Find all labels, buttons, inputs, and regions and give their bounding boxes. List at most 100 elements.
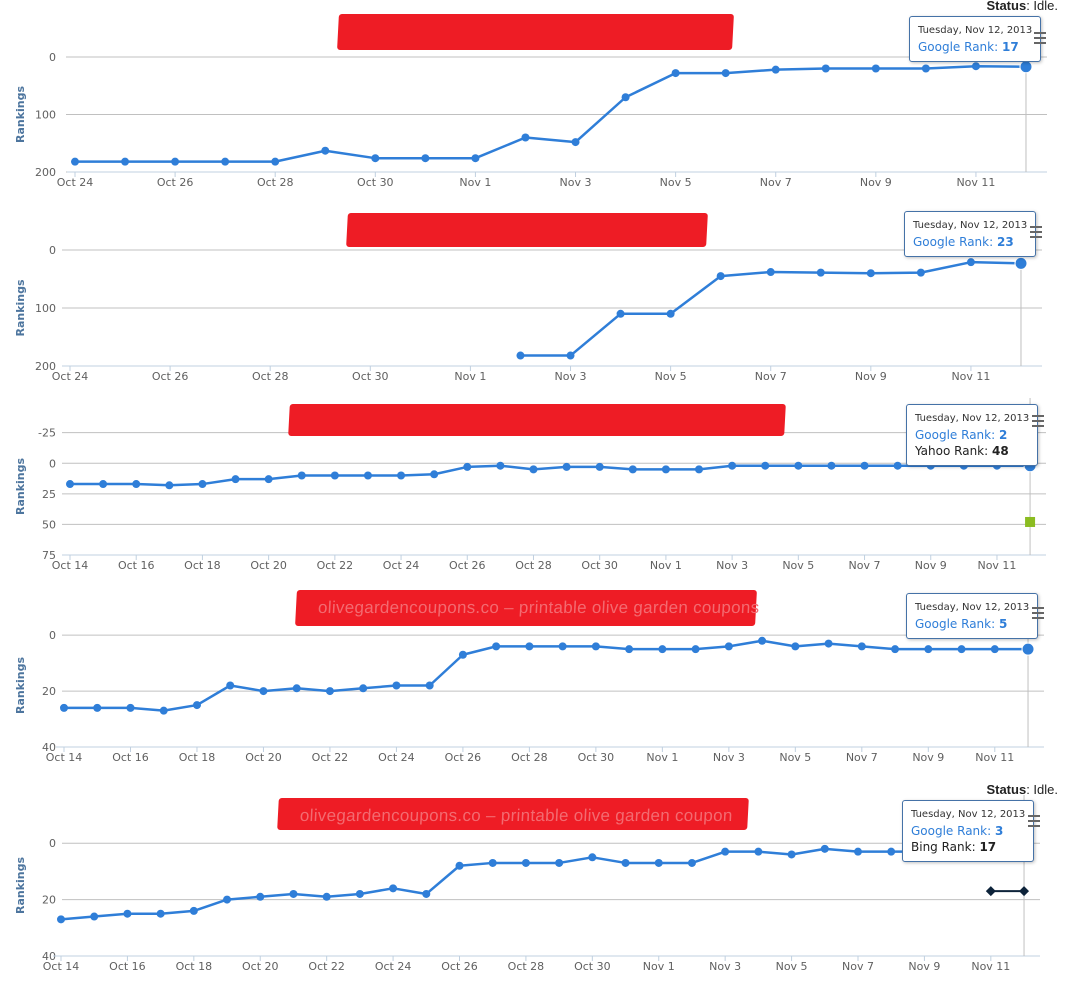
google-rank-point	[297, 471, 306, 480]
x-tick-label: Oct 26	[157, 176, 194, 189]
google-rank-point	[658, 645, 667, 654]
x-tick-label: Nov 9	[860, 176, 892, 189]
google-rank-point	[521, 133, 530, 142]
chart-title	[289, 404, 785, 412]
google-rank-point	[325, 687, 334, 696]
redacted-title-3	[288, 404, 786, 436]
tooltip-date: Tuesday, Nov 12, 2013	[915, 602, 1030, 613]
google-rank-point	[359, 684, 368, 693]
y-axis-title: Rankings	[14, 657, 27, 715]
x-tick-label: Nov 1	[643, 960, 675, 973]
hamburger-menu-icon[interactable]	[1030, 226, 1042, 238]
status-indicator-bottom: Status: Idle.	[986, 782, 1058, 797]
google-rank-point	[566, 351, 575, 360]
google-rank-point	[821, 64, 830, 73]
google-rank-point	[791, 642, 800, 651]
tooltip-date: Tuesday, Nov 12, 2013	[918, 25, 1033, 36]
redacted-title-5: olivegardencoupons.co – printable olive …	[277, 798, 749, 830]
x-tick-label: Nov 11	[975, 751, 1014, 764]
x-tick-label: Oct 22	[312, 751, 349, 764]
google-rank-point	[430, 470, 439, 479]
google-rank-point	[521, 858, 530, 867]
y-tick-label: 0	[49, 837, 56, 850]
x-tick-label: Oct 18	[176, 960, 213, 973]
tooltip-date: Tuesday, Nov 12, 2013	[911, 809, 1026, 820]
google-rank-point	[887, 847, 896, 856]
x-tick-label: Nov 3	[709, 960, 741, 973]
google-rank-point	[455, 861, 464, 870]
status-label: Status	[986, 782, 1027, 797]
google-rank-point	[171, 157, 180, 166]
tooltip-value: 48	[991, 444, 1009, 458]
y-tick-label: 100	[35, 109, 56, 122]
y-tick-label: 50	[42, 518, 56, 531]
tooltip-2: Tuesday, Nov 12, 2013 Google Rank: 23	[904, 211, 1037, 257]
tooltip-row-yahoo: Yahoo Rank: 48	[915, 443, 1029, 459]
status-label: Status	[986, 0, 1027, 13]
y-tick-label: 200	[35, 166, 56, 179]
x-tick-label: Nov 1	[459, 176, 491, 189]
x-tick-label: Nov 5	[779, 751, 811, 764]
tooltip-label: Google Rank:	[915, 617, 999, 631]
google-rank-point	[496, 461, 505, 470]
google-rank-point	[957, 645, 966, 654]
google-rank-point	[616, 309, 625, 318]
google-rank-point	[654, 858, 663, 867]
tooltip-row-google: Google Rank: 5	[915, 616, 1029, 632]
y-tick-label: 0	[49, 244, 56, 257]
x-tick-label: Oct 16	[118, 559, 155, 572]
google-rank-point	[60, 703, 68, 712]
google-rank-point	[126, 703, 135, 712]
x-tick-label: Nov 9	[915, 559, 947, 572]
google-rank-point	[264, 475, 273, 484]
x-tick-label: Oct 28	[511, 751, 548, 764]
google-rank-point	[562, 462, 571, 471]
google-rank-point	[192, 701, 201, 710]
google-rank-point	[355, 889, 364, 898]
ranking-chart-2: 0 100 200 Oct 24 Oct 26 Oct 28 Oct 30 Nov 1 Nov …	[0, 195, 1072, 390]
x-tick-label: Oct 26	[445, 751, 482, 764]
x-tick-label: Oct 30	[578, 751, 615, 764]
tooltip-label: Bing Rank:	[911, 840, 980, 854]
hamburger-menu-icon[interactable]	[1028, 815, 1040, 827]
hamburger-menu-icon[interactable]	[1032, 607, 1044, 619]
google-rank-point	[871, 64, 880, 73]
x-tick-label: Oct 20	[245, 751, 282, 764]
google-rank-point	[571, 138, 580, 147]
google-rank-point	[990, 645, 999, 654]
google-rank-point	[893, 461, 902, 470]
tooltip-label: Yahoo Rank:	[915, 444, 992, 458]
hamburger-menu-icon[interactable]	[1032, 415, 1044, 427]
y-axis-title: Rankings	[14, 857, 27, 915]
google-rank-point	[754, 847, 763, 856]
tooltip-value: 23	[996, 235, 1014, 249]
x-tick-label: Oct 14	[46, 751, 83, 764]
tooltip-row-google: Google Rank: 17	[918, 39, 1032, 55]
tooltip-value: 3	[994, 824, 1004, 838]
y-tick-label: 20	[42, 685, 56, 698]
google-rank-point	[93, 703, 102, 712]
hamburger-menu-icon[interactable]	[1034, 32, 1046, 44]
google-rank-point	[625, 645, 634, 654]
google-rank-point	[728, 461, 737, 470]
chart-title	[347, 213, 707, 221]
x-tick-label: Oct 14	[52, 559, 89, 572]
google-rank-point	[687, 858, 696, 867]
google-rank-point	[256, 892, 265, 901]
ranking-chart-3: -25 0 25 50 75 Oct 14 Oct 16 Oct 18 Oct 20 Oct 22…	[0, 390, 1072, 585]
x-tick-label: Nov 9	[855, 370, 887, 383]
google-rank-point	[555, 858, 564, 867]
google-rank-point	[516, 351, 525, 360]
y-axis-title: Rankings	[14, 458, 27, 516]
y-tick-label: 20	[42, 894, 56, 907]
google-rank-point	[971, 62, 980, 71]
tooltip-4: Tuesday, Nov 12, 2013 Google Rank: 5	[906, 593, 1039, 639]
google-rank-point	[57, 915, 65, 924]
google-rank-point	[121, 157, 130, 166]
google-rank-point	[794, 461, 803, 470]
google-rank-point	[389, 884, 398, 893]
y-axis-title: Rankings	[14, 279, 27, 337]
